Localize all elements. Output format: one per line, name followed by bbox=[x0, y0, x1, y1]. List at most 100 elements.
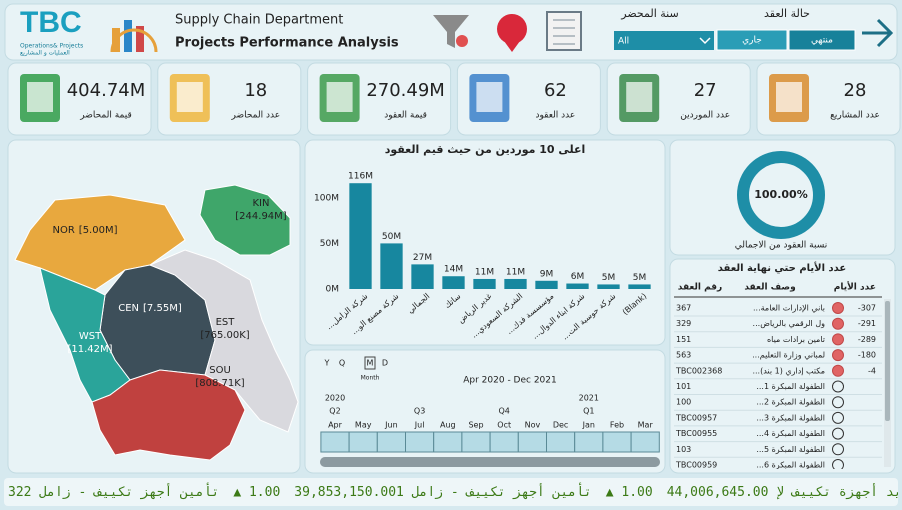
timeline-cell[interactable] bbox=[320, 431, 350, 453]
data-label: 11M bbox=[506, 267, 525, 277]
bar[interactable] bbox=[535, 280, 558, 289]
timeline-cell[interactable] bbox=[546, 431, 576, 453]
granularity-option[interactable]: Q bbox=[339, 359, 345, 368]
kpi-value: 18 bbox=[244, 80, 267, 101]
back-arrow[interactable] bbox=[862, 18, 894, 48]
year-filter-label: سنة المحضر bbox=[620, 7, 678, 20]
region-label: KIN [244.94M] bbox=[235, 198, 287, 222]
column-header: وصف العقد bbox=[744, 283, 795, 293]
filter-icon[interactable] bbox=[433, 15, 469, 48]
region-label: NOR [5.00M] bbox=[52, 225, 117, 236]
timeline-quarter: Q1 bbox=[583, 407, 594, 416]
bar[interactable] bbox=[628, 284, 651, 289]
timeline-cell[interactable] bbox=[517, 431, 547, 453]
kpi-value: 270.49M bbox=[366, 80, 445, 101]
timeline-cell[interactable] bbox=[433, 431, 463, 453]
contract-description: ...باني الإدارات العامة bbox=[753, 304, 825, 314]
status-button[interactable] bbox=[716, 29, 788, 51]
timeline-cell[interactable] bbox=[602, 431, 632, 453]
granularity-selected bbox=[364, 356, 376, 370]
timeline-cell[interactable] bbox=[405, 431, 435, 453]
y-tick-label: 0M bbox=[326, 285, 340, 295]
contract-number: TBC00959 bbox=[675, 461, 717, 470]
status-indicator bbox=[832, 302, 844, 314]
clear-filter-icon[interactable] bbox=[456, 35, 468, 47]
timeline-month: Oct bbox=[497, 421, 511, 430]
bar[interactable] bbox=[442, 276, 465, 289]
dropdown-caret bbox=[699, 37, 711, 45]
region-value: [808.71K] bbox=[195, 378, 244, 389]
data-label: 14M bbox=[444, 265, 463, 275]
kpi-label: عدد المشاريع bbox=[830, 111, 880, 121]
bar[interactable] bbox=[473, 278, 496, 289]
timeline-month: Apr bbox=[328, 421, 343, 430]
data-label: 9M bbox=[540, 269, 554, 279]
kpi-value: 27 bbox=[694, 80, 717, 101]
region-code: SOU bbox=[209, 365, 231, 376]
timeline-month: May bbox=[355, 421, 372, 430]
timeline-cell[interactable] bbox=[630, 431, 660, 453]
region-value: [7.55M] bbox=[143, 303, 182, 314]
map-region[interactable] bbox=[199, 184, 291, 256]
contract-number: 151 bbox=[676, 335, 691, 344]
logo: TBC bbox=[20, 6, 82, 39]
contract-description: ...الطفولة المبكرة 1 bbox=[756, 382, 825, 391]
ticker-item: ▲ 1.00 bbox=[233, 484, 281, 500]
timeline-thumb[interactable] bbox=[320, 457, 660, 467]
gauge-value: 100.00% bbox=[754, 188, 807, 201]
days-remaining: -291 bbox=[858, 319, 876, 328]
status-indicator bbox=[832, 380, 844, 393]
contract-number: TBC00955 bbox=[675, 429, 717, 438]
timeline-cell[interactable] bbox=[574, 431, 604, 453]
timeline-cell[interactable] bbox=[489, 431, 519, 453]
granularity-option[interactable]: M bbox=[367, 359, 374, 368]
status-button[interactable] bbox=[788, 29, 856, 51]
contract-number: 367 bbox=[676, 304, 691, 313]
year-dropdown[interactable] bbox=[614, 31, 714, 50]
timeline-cell[interactable] bbox=[348, 431, 378, 453]
bar[interactable] bbox=[566, 283, 589, 289]
granularity-option[interactable]: D bbox=[382, 359, 388, 368]
bar[interactable] bbox=[597, 284, 620, 289]
bar[interactable] bbox=[411, 264, 434, 289]
timeline-cell[interactable] bbox=[461, 431, 491, 453]
kpi-icon-detail bbox=[176, 82, 203, 112]
bar[interactable] bbox=[504, 278, 527, 289]
data-label: 5M bbox=[602, 273, 616, 283]
timeline-panel bbox=[304, 349, 666, 474]
kpi-icon-detail bbox=[27, 82, 53, 112]
map-region[interactable] bbox=[148, 249, 299, 433]
timeline-quarter: Q2 bbox=[329, 407, 340, 416]
contract-description: ...الطفولة المبكرة 3 bbox=[756, 413, 825, 422]
timeline-year: 2020 bbox=[325, 394, 345, 403]
timeline-year: 2021 bbox=[579, 394, 599, 403]
table-body: 367 ...باني الإدارات العامة -307 329 ...ول ا… bbox=[674, 302, 882, 470]
timeline-cell[interactable] bbox=[376, 431, 406, 453]
days-remaining: -307 bbox=[858, 304, 876, 313]
days-remaining: -4 bbox=[868, 366, 876, 375]
table-scroll-thumb[interactable] bbox=[885, 301, 890, 421]
icon-arc bbox=[110, 28, 158, 53]
y-tick-label: 50M bbox=[320, 239, 339, 249]
contract-number: TBC00957 bbox=[675, 413, 717, 422]
status-indicator bbox=[832, 396, 844, 409]
kpi-icon-detail bbox=[626, 82, 653, 112]
year-dropdown-value: All bbox=[618, 37, 629, 47]
contract-number: 100 bbox=[676, 398, 691, 407]
icon-bar bbox=[124, 20, 132, 52]
ticker: 32تأمين أجهز تكييف - زامل 2 ▲ 1.00 39,853,… bbox=[4, 478, 898, 506]
map-region[interactable] bbox=[91, 369, 246, 461]
contract-description: ...الطفولة المبكرة 2 bbox=[756, 398, 825, 407]
ticker-item: 44,006,645.00 تصنيع وتوريد أجهزة تكييف ل… bbox=[666, 484, 898, 500]
region-code: EST bbox=[216, 317, 236, 328]
department: Supply Chain Department bbox=[175, 13, 343, 28]
help-icon[interactable] bbox=[497, 14, 527, 44]
region-value: [5.00M] bbox=[79, 225, 118, 236]
y-tick-label: 100M bbox=[314, 193, 339, 203]
bar[interactable] bbox=[380, 243, 403, 289]
region-label: EST [765.00K] bbox=[200, 317, 249, 341]
granularity-option[interactable]: Y bbox=[324, 359, 330, 368]
ticker-item: ▲ 1.00 bbox=[605, 484, 653, 500]
contract-description: تامين برادات مياه bbox=[767, 335, 825, 344]
bar[interactable] bbox=[349, 183, 372, 289]
